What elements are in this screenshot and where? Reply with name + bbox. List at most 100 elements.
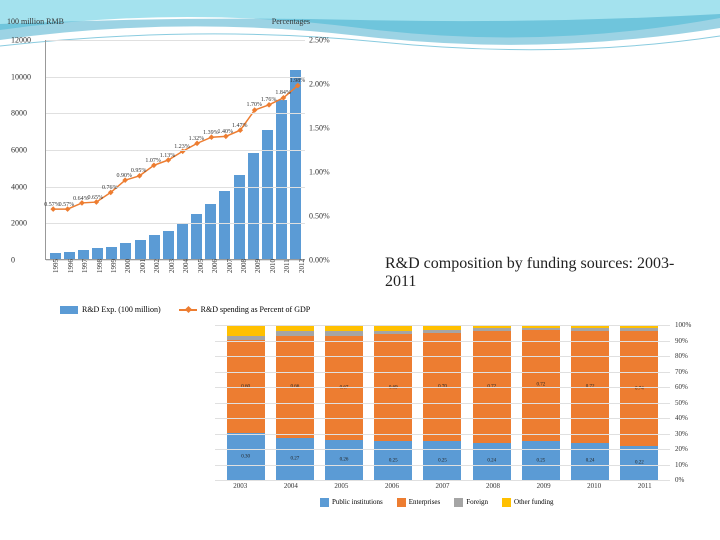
chart2-title: R&D composition by funding sources: 2003… bbox=[385, 255, 705, 291]
chart1-bar bbox=[262, 130, 273, 259]
chart1-xtick: 1997 bbox=[81, 259, 89, 273]
chart1-bar bbox=[248, 153, 259, 259]
chart1-line-label: 1.76% bbox=[261, 97, 277, 103]
chart2-xtick: 2010 bbox=[587, 482, 601, 490]
chart1-bar bbox=[276, 100, 287, 260]
chart2-segment-label: 0.24 bbox=[586, 459, 595, 464]
chart2-legend-item: Enterprises bbox=[397, 498, 441, 507]
chart2-ytick: 30% bbox=[675, 430, 688, 438]
chart2-legend-item: Public institutions bbox=[320, 498, 383, 507]
chart2-ytick: 40% bbox=[675, 414, 688, 422]
chart2-segment-label: 0.24 bbox=[487, 459, 496, 464]
chart1-ytick-right: 1.50% bbox=[309, 124, 330, 133]
chart2-segment-label: 0.25 bbox=[537, 458, 546, 463]
chart1-line-label: 0.57% bbox=[59, 202, 75, 208]
chart1-line-label: 0.65% bbox=[88, 195, 104, 201]
chart2-xtick: 2008 bbox=[486, 482, 500, 490]
chart1-bar bbox=[290, 70, 301, 259]
chart1-bar bbox=[163, 231, 174, 259]
chart2-xtick: 2005 bbox=[334, 482, 348, 490]
chart1-line-label: 0.90% bbox=[116, 173, 132, 179]
chart2-xtick: 2007 bbox=[436, 482, 450, 490]
chart1-line-label: 1.84% bbox=[275, 90, 291, 96]
chart1-xtick: 1995 bbox=[52, 259, 60, 273]
chart1-left-axis-label: 100 million RMB bbox=[7, 17, 64, 26]
chart1-xtick: 1996 bbox=[67, 259, 75, 273]
chart1-ytick-right: 0.50% bbox=[309, 212, 330, 221]
chart1-bar bbox=[219, 191, 230, 259]
chart2-segment-label: 0.25 bbox=[389, 458, 398, 463]
chart1-bar bbox=[149, 235, 160, 259]
chart1-xtick: 2003 bbox=[168, 259, 176, 273]
chart1-bar bbox=[106, 247, 117, 259]
legend-bar-item: R&D Exp. (100 million) bbox=[60, 305, 161, 314]
chart2-ytick: 90% bbox=[675, 337, 688, 345]
chart1-bar bbox=[191, 214, 202, 259]
legend-bar-label: R&D Exp. (100 million) bbox=[82, 305, 161, 314]
chart2-legend-label: Other funding bbox=[514, 498, 553, 506]
chart2-legend-label: Enterprises bbox=[409, 498, 441, 506]
chart1-line-label: 1.47% bbox=[232, 123, 248, 129]
chart1-right-axis-label: Percentages bbox=[272, 17, 310, 26]
chart1-ytick-left: 6000 bbox=[11, 146, 27, 155]
legend-line-label: R&D spending as Percent of GDP bbox=[201, 305, 311, 314]
chart1-legend: R&D Exp. (100 million) R&D spending as P… bbox=[60, 305, 310, 314]
chart2-segment: 0.26 bbox=[325, 440, 363, 480]
chart2-segment-label: 0.30 bbox=[241, 454, 250, 459]
chart2-segment-label: 0.26 bbox=[340, 457, 349, 462]
chart1-line-label: 1.70% bbox=[246, 102, 262, 108]
chart2-ytick: 70% bbox=[675, 368, 688, 376]
chart2-segment: 0.72 bbox=[522, 330, 560, 442]
chart1-xtick: 2009 bbox=[254, 259, 262, 273]
chart2-ytick: 100% bbox=[675, 321, 691, 329]
chart2-xtick: 2011 bbox=[638, 482, 652, 490]
chart2-segment: 0.22 bbox=[620, 446, 658, 480]
chart1-line-label: 0.95% bbox=[131, 168, 147, 174]
chart2-ytick: 10% bbox=[675, 461, 688, 469]
bar-swatch-icon bbox=[60, 306, 78, 314]
chart2-segment-label: 0.25 bbox=[438, 458, 447, 463]
chart-rd-expenditure: 100 million RMB Percentages 020004000600… bbox=[5, 15, 365, 305]
chart1-bar bbox=[120, 243, 131, 260]
chart1-ytick-right: 2.00% bbox=[309, 80, 330, 89]
chart1-bar bbox=[92, 248, 103, 259]
legend-swatch-icon bbox=[502, 498, 511, 507]
chart1-line-label: 1.98% bbox=[290, 78, 306, 84]
chart1-line-label: 1.32% bbox=[189, 136, 205, 142]
chart1-xtick: 1999 bbox=[110, 259, 118, 273]
chart1-xtick: 2012 bbox=[298, 259, 306, 273]
chart1-xtick: 1998 bbox=[96, 259, 104, 273]
chart1-ytick-left: 10000 bbox=[11, 72, 31, 81]
chart2-segment bbox=[227, 325, 265, 336]
chart1-ytick-right: 2.50% bbox=[309, 36, 330, 45]
chart1-bar bbox=[205, 204, 216, 259]
chart1-xtick: 2008 bbox=[240, 259, 248, 273]
chart1-line-label: 0.76% bbox=[102, 185, 118, 191]
chart1-line-label: 1.13% bbox=[160, 153, 176, 159]
chart1-line-label: 1.07% bbox=[145, 158, 161, 164]
legend-swatch-icon bbox=[320, 498, 329, 507]
chart2-legend-item: Foreign bbox=[454, 498, 488, 507]
chart2-xtick: 2004 bbox=[284, 482, 298, 490]
legend-swatch-icon bbox=[454, 498, 463, 507]
chart1-ytick-left: 8000 bbox=[11, 109, 27, 118]
chart2-xtick: 2009 bbox=[537, 482, 551, 490]
chart1-xtick: 2000 bbox=[124, 259, 132, 273]
chart1-bar bbox=[64, 252, 75, 259]
chart2-segment: 0.25 bbox=[374, 441, 412, 480]
chart2-legend: Public institutions Enterprises Foreign Oth… bbox=[320, 498, 554, 507]
chart1-xtick: 2002 bbox=[153, 259, 161, 273]
chart-rd-composition: 0.600.300.660.270.670.260.690.250.700.25… bbox=[210, 320, 710, 520]
chart1-bar bbox=[177, 223, 188, 259]
chart1-line-label: 0.64% bbox=[73, 196, 89, 202]
chart1-bar bbox=[135, 240, 146, 259]
chart1-line-label: 0.57% bbox=[44, 202, 60, 208]
chart2-ytick: 0% bbox=[675, 476, 684, 484]
chart2-segment-label: 0.27 bbox=[290, 457, 299, 462]
chart1-line-label: 1.39% bbox=[203, 130, 219, 136]
chart1-ytick-left: 2000 bbox=[11, 219, 27, 228]
chart1-xtick: 2007 bbox=[226, 259, 234, 273]
chart1-xtick: 2001 bbox=[139, 259, 147, 273]
chart2-legend-label: Public institutions bbox=[332, 498, 383, 506]
chart2-plot-area: 0.600.300.660.270.670.260.690.250.700.25… bbox=[215, 325, 670, 480]
